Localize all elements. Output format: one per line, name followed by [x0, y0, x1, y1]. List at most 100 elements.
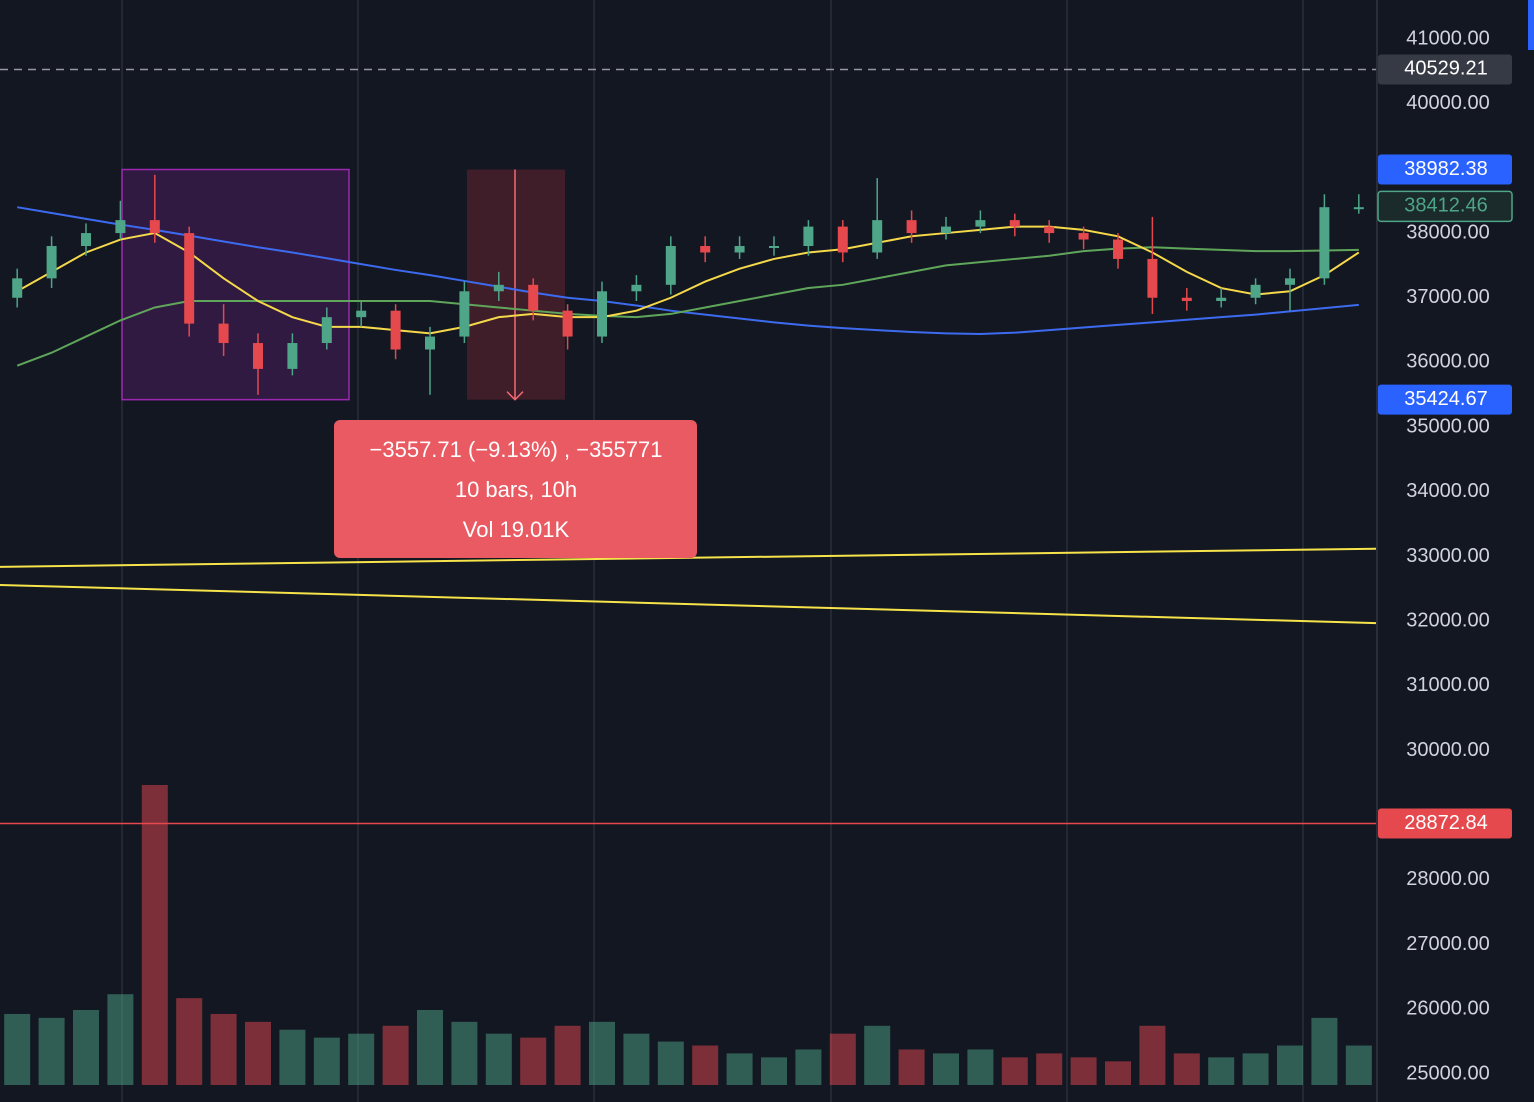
candle-body	[1353, 207, 1364, 210]
volume-bar	[107, 994, 134, 1085]
volume-bar	[1070, 1057, 1097, 1085]
volume-bar	[38, 1017, 65, 1085]
price-tag-label: 28872.84	[1404, 812, 1487, 834]
y-tick-label: 41000.00	[1406, 27, 1489, 49]
volume-bar	[795, 1049, 822, 1085]
volume-bar	[245, 1021, 271, 1085]
volume-bar	[141, 785, 168, 1085]
volume-bar	[589, 1021, 615, 1085]
candle-body	[1250, 284, 1261, 298]
measure-tooltip-line: −3557.71 (−9.13%) , −355771	[370, 437, 663, 462]
candle-body	[218, 323, 229, 344]
y-tick-label: 26000.00	[1406, 998, 1489, 1020]
volume-bar	[1105, 1061, 1131, 1085]
y-tick-label: 37000.00	[1406, 286, 1489, 308]
volume-bar	[417, 1010, 443, 1085]
volume-bar	[726, 1053, 753, 1085]
candle-body	[1147, 258, 1158, 298]
price-tag	[1378, 808, 1512, 839]
candle-body	[1216, 297, 1227, 301]
candle-body	[975, 220, 986, 227]
volume-bar	[623, 1033, 650, 1085]
volume-bar	[313, 1037, 340, 1085]
candle-body	[81, 233, 91, 247]
measure-arrowhead	[506, 391, 524, 401]
volume-bar	[485, 1033, 512, 1085]
volume-bar	[1242, 1053, 1269, 1085]
price-tag-label: 38412.46	[1404, 195, 1487, 217]
volume-bar	[657, 1041, 684, 1085]
volume-bar	[864, 1025, 891, 1085]
candle-body	[115, 220, 126, 234]
y-tick-label: 30000.00	[1406, 739, 1489, 761]
volume-bar	[1208, 1057, 1235, 1085]
candle-body	[1181, 297, 1192, 301]
candle-body	[1044, 226, 1055, 234]
candle-body	[1319, 207, 1330, 279]
trend-line	[0, 583, 1377, 625]
y-tick-label: 38000.00	[1406, 221, 1489, 243]
volume-bar	[933, 1053, 959, 1085]
candle-body	[665, 246, 676, 285]
candle-body	[253, 343, 263, 369]
candle-body	[528, 284, 539, 311]
y-tick-label: 35000.00	[1406, 415, 1489, 437]
price-tag	[1378, 154, 1512, 185]
y-tick-label: 36000.00	[1406, 351, 1489, 373]
candle-body	[769, 246, 779, 249]
candle-body	[1009, 220, 1020, 227]
volume-bar	[761, 1057, 787, 1085]
candle-body	[562, 310, 573, 337]
moving-average	[17, 206, 1359, 335]
volume-bar	[348, 1033, 375, 1085]
candle-body	[459, 291, 470, 337]
candle-body	[425, 336, 435, 350]
candle-body	[1285, 278, 1295, 285]
volume-bar	[4, 1013, 31, 1085]
volume-bar	[279, 1029, 306, 1085]
volume-bar	[1277, 1045, 1303, 1085]
volume-bar	[210, 1013, 237, 1085]
measure-tooltip-line: Vol 19.01K	[463, 517, 570, 542]
price-tag-label: 38982.38	[1404, 158, 1487, 180]
y-tick-label: 27000.00	[1406, 933, 1489, 955]
candle-body	[356, 310, 367, 318]
measure-tooltip-line: 10 bars, 10h	[455, 477, 577, 502]
candle-body	[46, 246, 57, 279]
volume-bar	[1311, 1017, 1338, 1085]
volume-bar	[382, 1025, 409, 1085]
candle-body	[321, 317, 332, 344]
volume-bar	[554, 1025, 581, 1085]
volume-bar	[1036, 1053, 1063, 1085]
candle-body	[734, 246, 745, 253]
candle-body	[906, 220, 917, 234]
volume-bar	[1001, 1057, 1028, 1085]
candle-body	[149, 220, 160, 234]
volume-bar	[829, 1033, 856, 1085]
scroll-indicator	[1528, 0, 1534, 50]
volume-bar	[1139, 1025, 1166, 1085]
volume-bar	[176, 998, 203, 1085]
volume-bar	[967, 1049, 994, 1085]
volume-bar	[1345, 1045, 1372, 1085]
y-tick-label: 31000.00	[1406, 674, 1489, 696]
price-tag	[1378, 384, 1512, 415]
moving-average	[16, 225, 1360, 335]
volume-bar	[898, 1049, 925, 1085]
moving-average	[16, 246, 1359, 367]
candle-body	[597, 291, 607, 337]
candle-body	[390, 310, 401, 350]
candle-body	[12, 278, 23, 298]
volume-bar	[73, 1010, 99, 1085]
volume-bar	[451, 1021, 478, 1085]
candle-body	[184, 233, 195, 324]
y-tick-label: 32000.00	[1406, 609, 1489, 631]
volume-bar	[520, 1037, 547, 1085]
candle-body	[1078, 233, 1089, 240]
candle-body	[837, 226, 848, 253]
price-tag	[1378, 54, 1512, 85]
candle-body	[941, 226, 951, 234]
price-tag-label: 40529.21	[1404, 58, 1487, 80]
